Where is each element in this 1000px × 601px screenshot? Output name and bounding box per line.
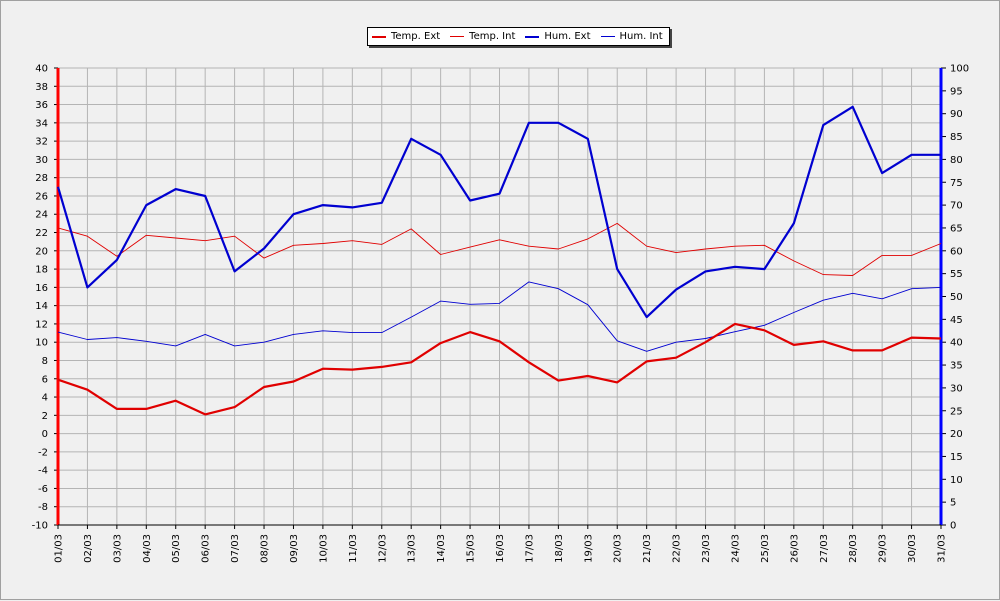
legend-item-hum-ext: Hum. Ext (525, 31, 591, 42)
x-tick-label: 06/03 (201, 534, 212, 563)
x-tick-label: 30/03 (907, 534, 918, 563)
y-right-tick-label: 75 (950, 178, 963, 189)
legend-swatch-temp-ext (372, 35, 386, 38)
series-line-hum-int (57, 281, 942, 352)
legend-swatch-hum-ext (525, 35, 540, 38)
x-tick-label: 17/03 (524, 534, 535, 563)
y-left-tick-label: -6 (38, 484, 48, 495)
y-right-tick-label: 60 (950, 246, 963, 257)
legend-item-temp-ext: Temp. Ext (372, 31, 440, 42)
x-tick-label: 01/03 (54, 534, 65, 563)
y-left-tick-label: -4 (38, 466, 48, 477)
x-tick-label: 31/03 (937, 534, 948, 563)
x-tick-label: 27/03 (819, 534, 830, 563)
x-tick-label: 03/03 (112, 534, 123, 563)
y-left-tick-label: -2 (38, 447, 48, 458)
x-tick-label: 16/03 (495, 534, 506, 563)
x-tick-label: 12/03 (377, 534, 388, 563)
y-right-tick-label: 20 (950, 429, 963, 440)
y-right-tick-label: 50 (950, 292, 963, 303)
y-right-tick-label: 10 (950, 475, 963, 486)
series-line-hum-ext (56, 105, 941, 319)
x-tick-label: 15/03 (466, 534, 477, 563)
y-right-tick-label: 25 (950, 406, 963, 417)
legend-swatch-hum-int (600, 36, 615, 37)
y-right-tick-label: 85 (950, 132, 963, 143)
legend-item-temp-int: Temp. Int (450, 31, 515, 42)
y-left-tick-label: 20 (35, 246, 48, 257)
chart-legend: Temp. Ext Temp. Int Hum. Ext Hum. Int (367, 27, 670, 46)
y-right-tick-label: 55 (950, 269, 963, 280)
y-left-tick-label: 34 (35, 118, 48, 129)
series-line-temp-ext (57, 322, 942, 416)
y-left-tick-label: 0 (42, 429, 48, 440)
y-right-tick-label: 90 (950, 109, 963, 120)
x-tick-label: 10/03 (318, 534, 329, 563)
x-tick-label: 20/03 (613, 534, 624, 563)
x-tick-label: 23/03 (701, 534, 712, 563)
y-left-tick-label: 26 (35, 191, 48, 202)
x-tick-label: 18/03 (554, 534, 565, 563)
y-left-tick-label: 40 (35, 64, 48, 75)
series-line-temp-int (57, 222, 942, 276)
y-left-tick-label: 10 (35, 338, 48, 349)
x-tick-label: 19/03 (583, 534, 594, 563)
legend-item-hum-int: Hum. Int (600, 31, 663, 42)
y-left-tick-label: 36 (35, 100, 48, 111)
x-tick-label: 14/03 (436, 534, 447, 563)
legend-label-hum-ext: Hum. Ext (544, 31, 591, 42)
x-tick-label: 07/03 (230, 534, 241, 563)
x-tick-label: 02/03 (83, 534, 94, 563)
y-left-tick-label: 24 (35, 210, 48, 221)
y-left-tick-label: 32 (35, 137, 48, 148)
y-right-tick-label: 45 (950, 315, 963, 326)
y-left-tick-label: 30 (35, 155, 48, 166)
y-right-tick-label: 5 (950, 498, 956, 509)
y-left-tick-label: 38 (35, 82, 48, 93)
x-tick-label: 26/03 (789, 534, 800, 563)
x-tick-label: 28/03 (848, 534, 859, 563)
y-left-tick-label: 6 (42, 374, 48, 385)
y-right-tick-label: 30 (950, 383, 963, 394)
x-tick-label: 24/03 (730, 534, 741, 563)
legend-label-hum-int: Hum. Int (619, 31, 663, 42)
x-tick-label: 22/03 (672, 534, 683, 563)
y-right-tick-label: 70 (950, 201, 963, 212)
y-right-tick-label: 65 (950, 223, 963, 234)
legend-label-temp-ext: Temp. Ext (391, 31, 441, 42)
y-right-tick-label: 100 (950, 64, 969, 75)
y-left-tick-label: -8 (38, 502, 48, 513)
y-right-tick-label: 15 (950, 452, 963, 463)
x-tick-label: 21/03 (642, 534, 653, 563)
y-left-tick-label: 18 (35, 265, 48, 276)
y-left-tick-label: 28 (35, 173, 48, 184)
x-tick-label: 29/03 (878, 534, 889, 563)
y-right-tick-label: 40 (950, 338, 963, 349)
y-left-tick-label: 4 (42, 393, 48, 404)
x-tick-label: 13/03 (407, 534, 418, 563)
y-left-tick-label: -10 (32, 521, 48, 532)
y-left-tick-label: 14 (35, 301, 48, 312)
y-right-tick-label: 35 (950, 361, 963, 372)
legend-swatch-temp-int (450, 36, 465, 37)
y-left-tick-label: 22 (35, 228, 48, 239)
y-right-tick-label: 0 (950, 521, 956, 532)
x-tick-label: 25/03 (760, 534, 771, 563)
x-tick-label: 08/03 (260, 534, 271, 563)
x-tick-label: 11/03 (348, 534, 359, 563)
y-left-tick-label: 12 (35, 319, 48, 330)
legend-label-temp-int: Temp. Int (469, 31, 516, 42)
x-tick-label: 09/03 (289, 534, 300, 563)
y-left-tick-label: 16 (35, 283, 48, 294)
x-tick-label: 05/03 (171, 534, 182, 563)
y-right-tick-label: 95 (950, 86, 963, 97)
y-right-tick-label: 80 (950, 155, 963, 166)
y-left-tick-label: 2 (42, 411, 48, 422)
x-tick-label: 04/03 (142, 534, 153, 563)
y-left-tick-label: 8 (42, 356, 48, 367)
